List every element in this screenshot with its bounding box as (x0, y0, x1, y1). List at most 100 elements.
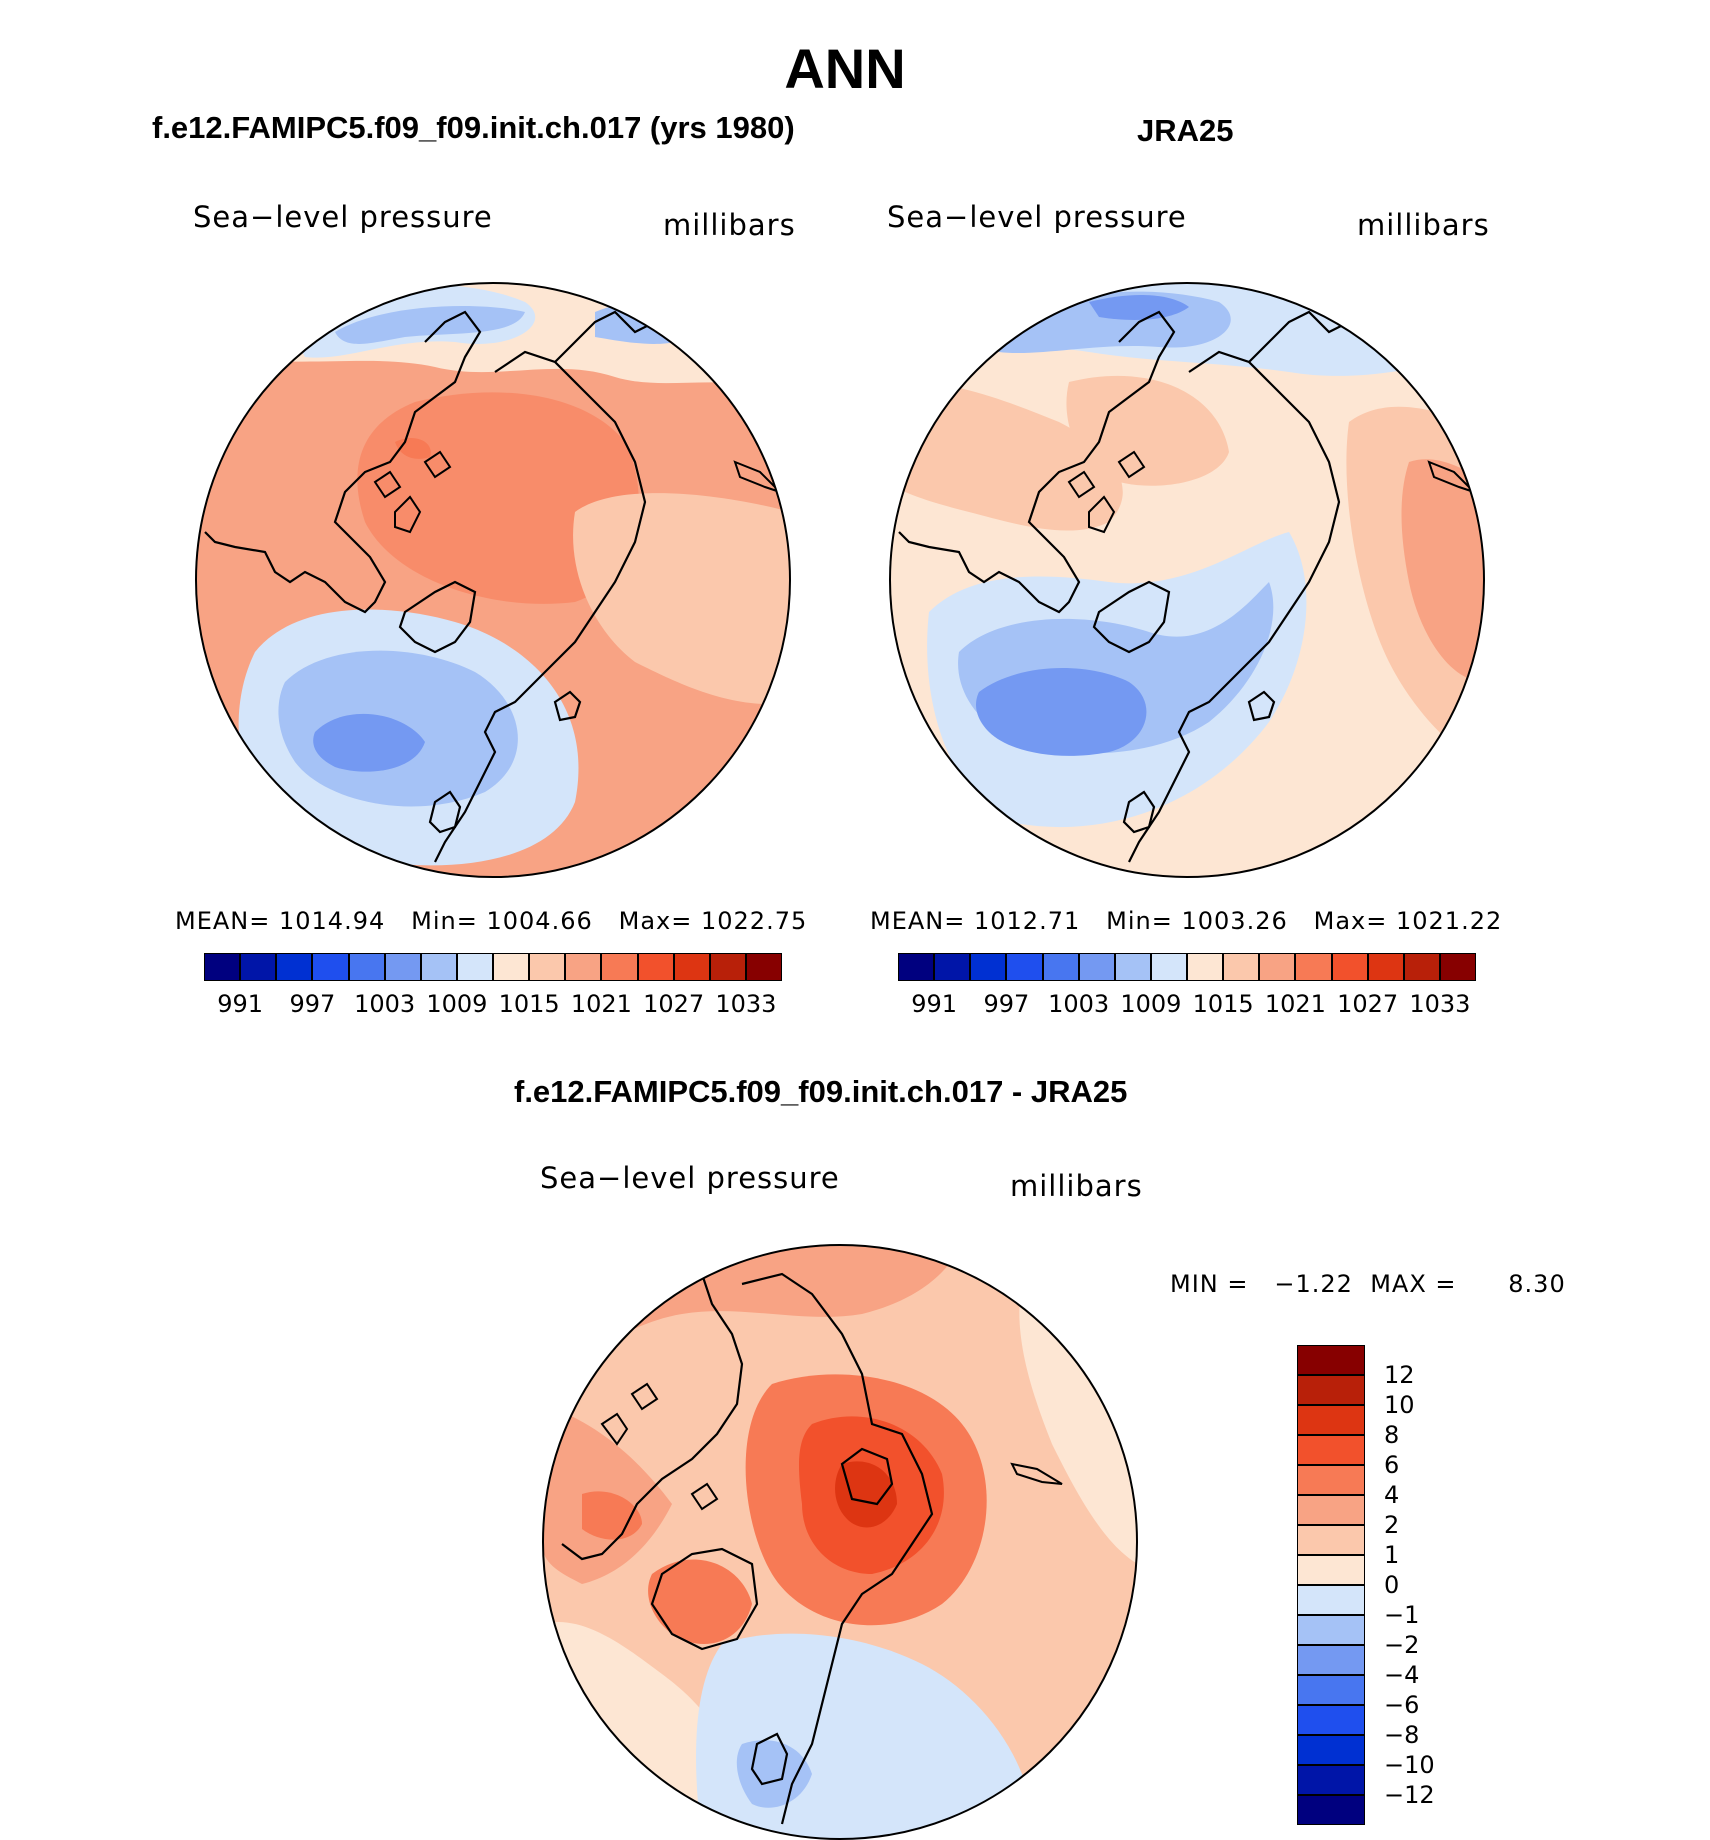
model-colorbar-box (204, 953, 241, 981)
obs-colorbar-box (1223, 953, 1260, 981)
model-coast-archipelago (373, 450, 452, 534)
model-colorbar-box (384, 953, 421, 981)
model-coast-britain (428, 790, 462, 834)
diff-contour-8-core (835, 1461, 897, 1528)
diff-colorbar-tick: −8 (1384, 1721, 1420, 1749)
model-min-value: 1004.66 (486, 907, 593, 935)
model-contour-1015-siberia (573, 493, 790, 704)
obs-contour-1015-arctic (1066, 375, 1229, 486)
diff-colorbar-tick: 6 (1384, 1451, 1400, 1479)
model-colorbar-tick: 1003 (354, 990, 416, 1018)
obs-polar-map (889, 282, 1485, 878)
obs-colorbar-box (1042, 953, 1079, 981)
obs-colorbar-tick: 1027 (1337, 990, 1399, 1018)
obs-coast-namerica (898, 310, 1176, 614)
obs-coast-britain (1122, 790, 1156, 834)
model-coast-island (733, 460, 781, 493)
obs-colorbar-box (1259, 953, 1296, 981)
model-mean-value: 1014.94 (279, 907, 386, 935)
model-colorbar-tick: 1009 (426, 990, 488, 1018)
diff-coast-britain (750, 1732, 789, 1786)
diff-colorbar-tick: −4 (1384, 1661, 1420, 1689)
diff-colorbar-tick: −10 (1384, 1751, 1435, 1779)
obs-colorbar-tick: 991 (911, 990, 958, 1018)
obs-stats: MEAN= 1012.71 Min= 1003.26 Max= 1021.22 (870, 907, 1502, 935)
diff-min-value: −1.22 (1274, 1270, 1353, 1298)
obs-mean-label: MEAN= (870, 907, 966, 935)
diff-colorbar-box (1297, 1765, 1365, 1795)
model-colorbar (204, 953, 782, 981)
diff-max-label: MAX = (1370, 1270, 1457, 1298)
diff-units-label: millibars (1010, 1169, 1143, 1203)
model-coast-eurasia (434, 350, 647, 863)
diff-coast-namerica (561, 1272, 744, 1561)
diff-colorbar-box (1297, 1585, 1365, 1615)
model-stats: MEAN= 1014.94 Min= 1004.66 Max= 1022.75 (175, 907, 807, 935)
model-contour-997-low (313, 713, 425, 772)
obs-min-value: 1003.26 (1181, 907, 1288, 935)
model-colorbar-box (276, 953, 313, 981)
diff-coast-ural (840, 1447, 894, 1506)
model-field-label: Sea−level pressure (193, 200, 493, 234)
obs-colorbar-box (1187, 953, 1224, 981)
diff-coast-archipelago (600, 1382, 719, 1511)
diff-colorbar-box (1297, 1405, 1365, 1435)
diff-colorbar-labels: 12 10 8 6 4 2 1 0 −1 −2 −4 −6 −8 −10 −12 (1384, 1345, 1504, 1825)
diff-colorbar-box (1297, 1345, 1365, 1375)
model-colorbar-box (240, 953, 277, 981)
diff-coast-greenland (650, 1547, 759, 1651)
diff-colorbar-box (1297, 1465, 1365, 1495)
obs-colorbar-box (1367, 953, 1404, 981)
diff-colorbar-tick: 12 (1384, 1361, 1415, 1389)
obs-mean-value: 1012.71 (974, 907, 1081, 935)
model-colorbar-box (493, 953, 530, 981)
obs-units-label: millibars (1357, 208, 1490, 242)
diff-coast-eurasia (741, 1272, 934, 1825)
model-contour-1003-pacific (335, 306, 525, 344)
obs-colorbar-box (1403, 953, 1440, 981)
obs-colorbar-box (1150, 953, 1187, 981)
obs-colorbar-labels: 991 997 1003 1009 1015 1021 1027 1033 (898, 990, 1476, 1020)
diff-colorbar-box (1297, 1495, 1365, 1525)
obs-colorbar-box (1006, 953, 1043, 981)
obs-colorbar-box (970, 953, 1007, 981)
model-colorbar-tick: 1033 (715, 990, 777, 1018)
model-colorbar-tick: 1015 (498, 990, 560, 1018)
obs-coast-island (1427, 460, 1475, 493)
model-colorbar-box (673, 953, 710, 981)
diff-contour-4-canada (582, 1491, 642, 1540)
model-colorbar-box (312, 953, 349, 981)
diff-colorbar-box (1297, 1555, 1365, 1585)
obs-colorbar-tick: 1015 (1192, 990, 1254, 1018)
model-max-value: 1022.75 (701, 907, 808, 935)
obs-panel-title: JRA25 (1137, 113, 1234, 148)
obs-coast-archipelago (1067, 450, 1146, 534)
model-colorbar-box (709, 953, 746, 981)
diff-colorbar-tick: −12 (1384, 1781, 1435, 1809)
diff-field-label: Sea−level pressure (540, 1161, 840, 1195)
diff-colorbar-box (1297, 1705, 1365, 1735)
diff-contour-neg2-europe (736, 1740, 812, 1808)
obs-max-label: Max= (1313, 907, 1388, 935)
obs-field-label: Sea−level pressure (887, 200, 1187, 234)
model-min-label: Min= (411, 907, 478, 935)
diff-min-label: MIN = (1170, 1270, 1249, 1298)
model-colorbar-box (348, 953, 385, 981)
diff-colorbar-box (1297, 1645, 1365, 1675)
diff-colorbar-tick: −6 (1384, 1691, 1420, 1719)
diff-colorbar-tick: 0 (1384, 1571, 1400, 1599)
diff-colorbar-box (1297, 1735, 1365, 1765)
model-colorbar-tick: 997 (289, 990, 336, 1018)
obs-min-label: Min= (1106, 907, 1173, 935)
model-colorbar-box (529, 953, 566, 981)
model-colorbar-box (601, 953, 638, 981)
obs-coast-greenland (1092, 580, 1171, 654)
diff-colorbar-tick: 10 (1384, 1391, 1415, 1419)
obs-colorbar-tick: 1021 (1264, 990, 1326, 1018)
model-colorbar-tick: 1027 (643, 990, 705, 1018)
diff-colorbar-box (1297, 1675, 1365, 1705)
obs-colorbar-box (1078, 953, 1115, 981)
obs-colorbar (898, 953, 1476, 981)
diff-colorbar-box (1297, 1525, 1365, 1555)
model-colorbar-labels: 991 997 1003 1009 1015 1021 1027 1033 (204, 990, 782, 1020)
